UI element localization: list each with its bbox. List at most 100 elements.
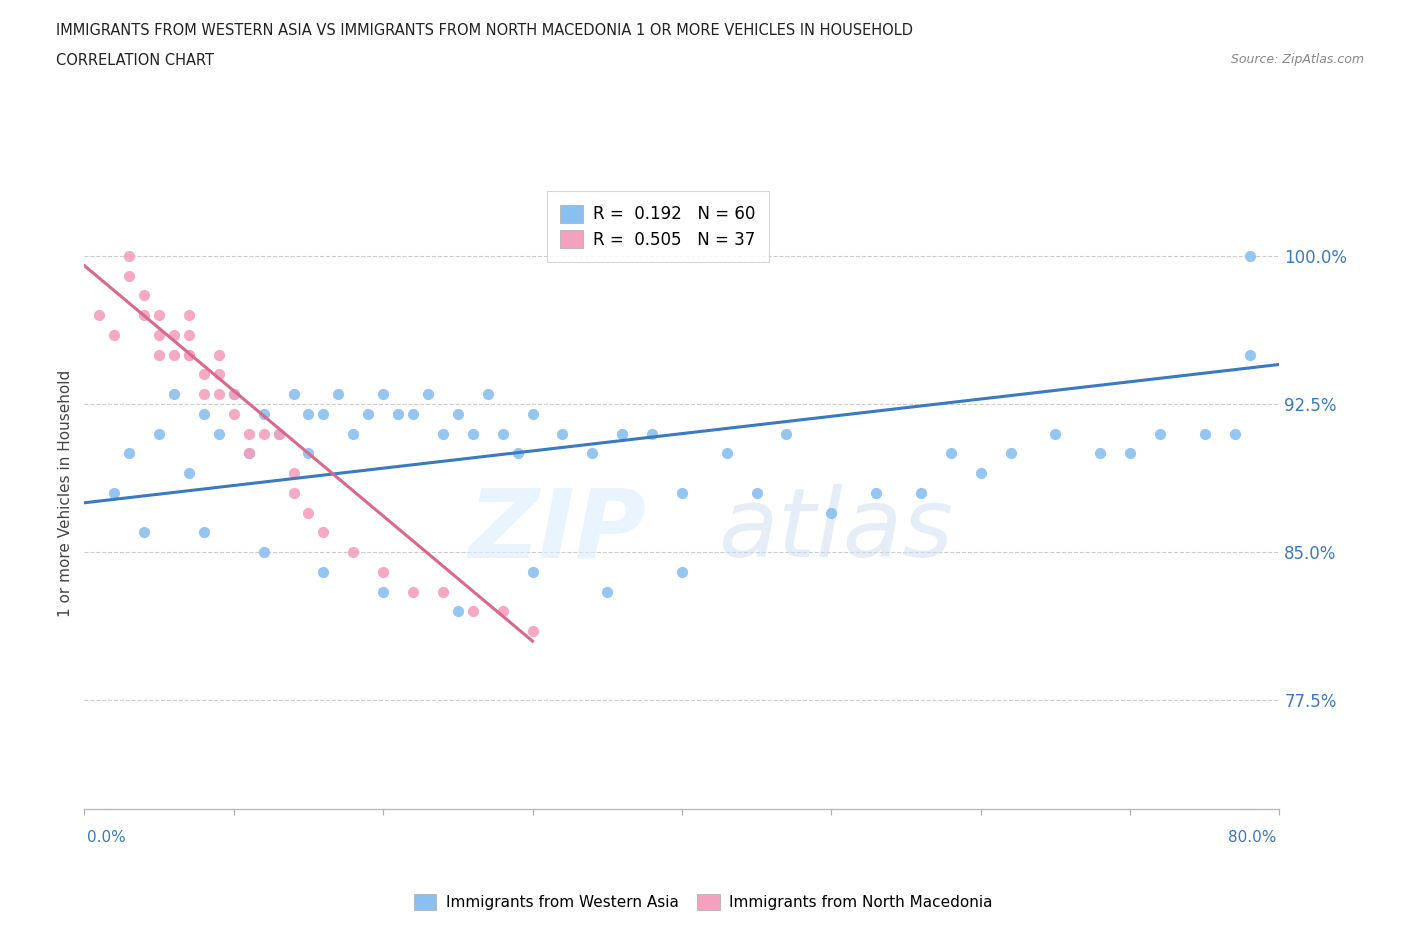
Point <box>1000 445 1022 460</box>
Point <box>970 466 993 481</box>
Point <box>208 347 231 362</box>
Text: IMMIGRANTS FROM WESTERN ASIA VS IMMIGRANTS FROM NORTH MACEDONIA 1 OR MORE VEHICL: IMMIGRANTS FROM WESTERN ASIA VS IMMIGRAN… <box>56 23 914 38</box>
Point <box>1194 426 1216 441</box>
Point <box>745 485 768 500</box>
Point <box>163 347 186 362</box>
Point <box>1149 426 1171 441</box>
Point <box>238 426 260 441</box>
Point <box>283 485 305 500</box>
Point <box>312 525 335 539</box>
Point <box>581 445 603 460</box>
Point <box>312 565 335 579</box>
Point <box>371 565 394 579</box>
Point <box>253 426 276 441</box>
Point <box>492 426 515 441</box>
Point <box>820 505 842 520</box>
Point <box>208 366 231 381</box>
Point <box>89 308 111 323</box>
Point <box>222 387 245 402</box>
Point <box>177 466 200 481</box>
Point <box>1045 426 1067 441</box>
Point <box>387 406 409 421</box>
Point <box>118 268 141 283</box>
Point <box>357 406 380 421</box>
Point <box>910 485 932 500</box>
Point <box>267 426 290 441</box>
Point <box>267 426 290 441</box>
Point <box>447 406 470 421</box>
Point <box>1239 248 1261 263</box>
Text: 80.0%: 80.0% <box>1229 830 1277 844</box>
Point <box>610 426 633 441</box>
Point <box>328 387 350 402</box>
Point <box>148 327 170 342</box>
Point <box>312 406 335 421</box>
Point <box>253 545 276 560</box>
Point <box>671 485 693 500</box>
Point <box>596 584 619 599</box>
Point <box>432 584 454 599</box>
Point <box>193 525 215 539</box>
Point <box>297 445 319 460</box>
Point <box>283 466 305 481</box>
Point <box>1239 347 1261 362</box>
Point <box>522 565 544 579</box>
Point <box>342 545 364 560</box>
Point <box>402 584 425 599</box>
Point <box>148 347 170 362</box>
Point <box>193 366 215 381</box>
Point <box>177 347 200 362</box>
Legend: Immigrants from Western Asia, Immigrants from North Macedonia: Immigrants from Western Asia, Immigrants… <box>406 886 1000 918</box>
Point <box>283 387 305 402</box>
Point <box>671 565 693 579</box>
Point <box>416 387 439 402</box>
Point <box>177 347 200 362</box>
Point <box>132 308 156 323</box>
Point <box>148 426 170 441</box>
Point <box>522 624 544 639</box>
Point <box>641 426 664 441</box>
Point <box>506 445 529 460</box>
Point <box>775 426 797 441</box>
Point <box>163 327 186 342</box>
Point <box>118 248 141 263</box>
Point <box>118 445 141 460</box>
Point <box>132 525 156 539</box>
Text: ZIP: ZIP <box>468 485 645 578</box>
Text: atlas: atlas <box>718 485 953 578</box>
Point <box>551 426 574 441</box>
Point <box>716 445 738 460</box>
Point <box>103 485 125 500</box>
Text: CORRELATION CHART: CORRELATION CHART <box>56 53 214 68</box>
Point <box>253 406 276 421</box>
Point <box>939 445 962 460</box>
Point <box>1119 445 1142 460</box>
Point <box>193 387 215 402</box>
Point <box>1223 426 1246 441</box>
Point <box>447 604 470 619</box>
Point <box>297 406 319 421</box>
Point <box>208 387 231 402</box>
Point <box>371 584 394 599</box>
Point <box>402 406 425 421</box>
Text: 0.0%: 0.0% <box>87 830 127 844</box>
Point <box>492 604 515 619</box>
Point <box>103 327 125 342</box>
Point <box>163 387 186 402</box>
Point <box>477 387 499 402</box>
Point <box>222 387 245 402</box>
Point <box>148 308 170 323</box>
Point <box>371 387 394 402</box>
Point <box>865 485 887 500</box>
Point <box>238 445 260 460</box>
Point <box>222 406 245 421</box>
Point <box>297 505 319 520</box>
Point <box>461 604 484 619</box>
Point <box>132 288 156 303</box>
Y-axis label: 1 or more Vehicles in Household: 1 or more Vehicles in Household <box>58 369 73 617</box>
Point <box>208 426 231 441</box>
Legend: R =  0.192   N = 60, R =  0.505   N = 37: R = 0.192 N = 60, R = 0.505 N = 37 <box>547 192 769 262</box>
Point <box>177 308 200 323</box>
Point <box>522 406 544 421</box>
Text: Source: ZipAtlas.com: Source: ZipAtlas.com <box>1230 53 1364 66</box>
